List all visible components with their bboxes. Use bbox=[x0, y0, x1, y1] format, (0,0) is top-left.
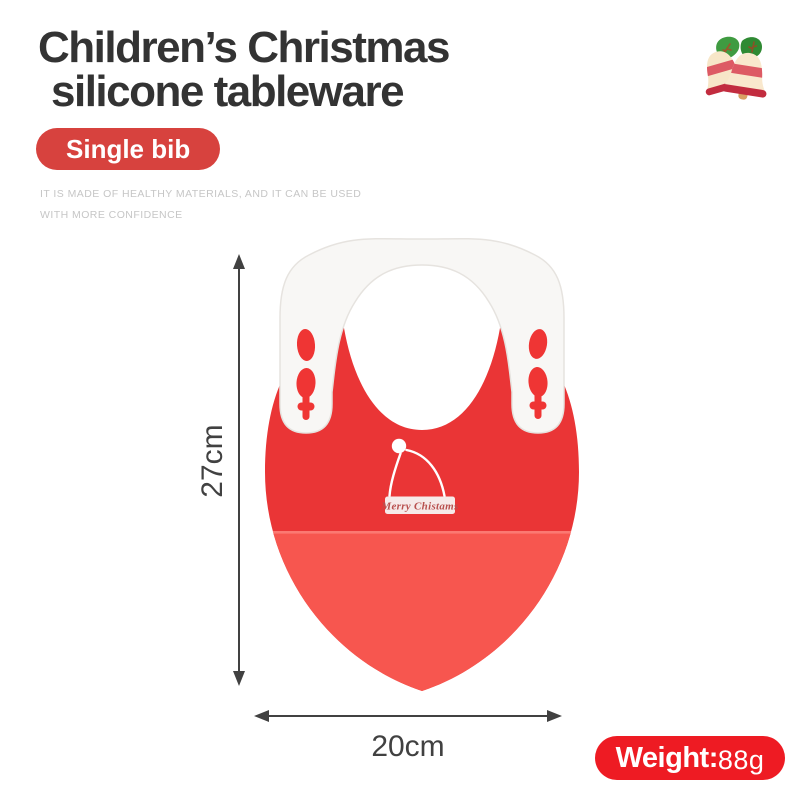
santa-hat-print: Merry Chistams bbox=[380, 438, 458, 514]
hat-pompom bbox=[391, 438, 407, 454]
title-line-1: Children’s Christmas bbox=[38, 23, 450, 72]
weight-badge: Weight: 88g bbox=[595, 736, 785, 780]
hat-band bbox=[385, 496, 455, 514]
height-dimension-arrow bbox=[233, 254, 245, 686]
christmas-bells-icon bbox=[700, 36, 771, 100]
bib-neck-strap bbox=[279, 237, 565, 434]
description-line-1: IT IS MADE OF HEALTHY MATERIALS, AND IT … bbox=[40, 188, 362, 200]
width-dimension-label: 20cm bbox=[371, 730, 444, 763]
bib-pocket bbox=[265, 531, 579, 691]
strap-buttons-right bbox=[528, 329, 548, 419]
bib-graphic: Merry Chistams bbox=[265, 237, 579, 691]
strap-buttons-left bbox=[296, 329, 316, 420]
title-line-2: silicone tableware bbox=[51, 67, 405, 116]
width-dimension-arrow bbox=[254, 710, 562, 722]
product-type-badge-label: Single bib bbox=[66, 133, 191, 164]
bell-right bbox=[721, 52, 771, 100]
description-line-2: WITH MORE CONFIDENCE bbox=[40, 209, 183, 221]
page-title: Children’s Christmas silicone tableware bbox=[38, 23, 450, 116]
weight-label: Weight: bbox=[615, 741, 719, 774]
product-description: IT IS MADE OF HEALTHY MATERIALS, AND IT … bbox=[40, 184, 361, 226]
height-dimension-label: 27cm bbox=[196, 424, 229, 497]
weight-value: 88g bbox=[717, 744, 765, 775]
product-type-badge: Single bib bbox=[36, 128, 221, 170]
hat-band-label: Merry Chistams bbox=[380, 501, 458, 513]
